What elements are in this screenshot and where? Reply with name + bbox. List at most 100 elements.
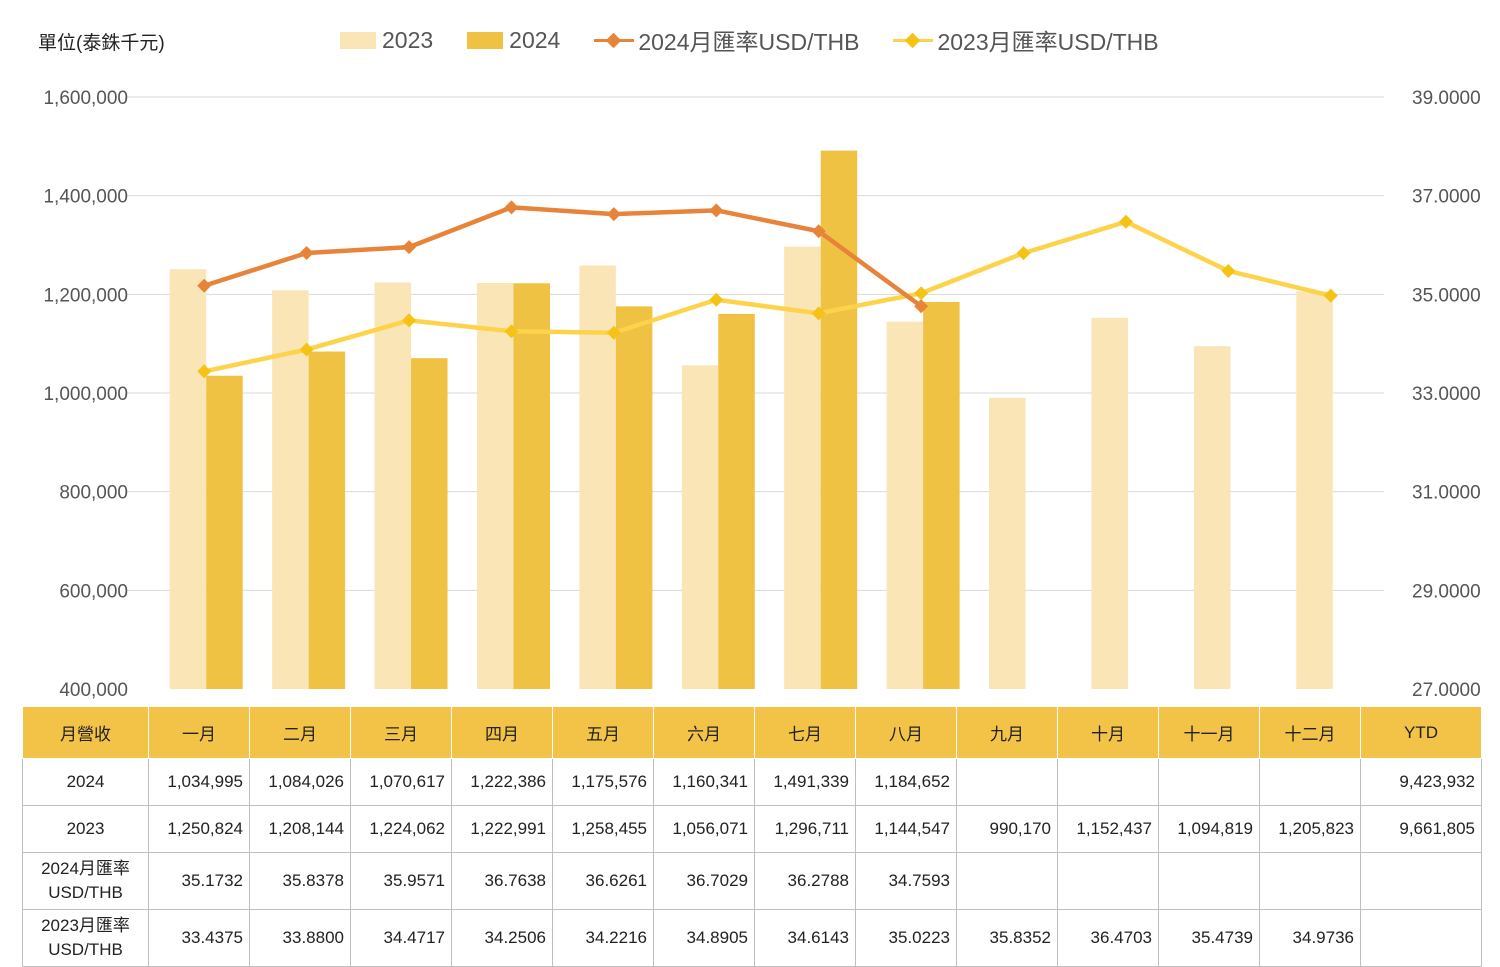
rate-2023-point	[1323, 288, 1338, 303]
bar-2023	[886, 321, 924, 689]
y-right-tick-label: 39.0000	[1412, 88, 1481, 109]
rate-2024-point	[504, 200, 519, 215]
table-cell: 1,205,823	[1259, 805, 1361, 853]
bar-2024	[615, 306, 653, 689]
table-month-header: 十月	[1057, 706, 1159, 759]
table-cell	[1158, 758, 1260, 806]
table-row-label: 2023月匯率 USD/THB	[22, 909, 149, 967]
table-month-header: 八月	[855, 706, 957, 759]
legend-label-2024: 2024	[509, 26, 561, 53]
table-cell: 36.7638	[451, 852, 553, 910]
table-cell: 1,034,995	[148, 758, 250, 806]
rate-2023-point	[1118, 214, 1133, 229]
bar-2023	[169, 269, 207, 689]
table-body: 2024 1,034,995 1,084,026 1,070,617 1,222,386…	[22, 758, 1482, 967]
table-cell: 1,250,824	[148, 805, 250, 853]
table-cell	[1057, 852, 1159, 910]
table-cell: 1,296,711	[754, 805, 856, 853]
table-row: 2024 1,034,995 1,084,026 1,070,617 1,222,386…	[22, 758, 1482, 806]
bar-2024	[206, 375, 243, 689]
y-right-tick-label: 35.0000	[1412, 285, 1481, 306]
table-cell: 1,258,455	[552, 805, 654, 853]
y-left-tick-label: 1,400,000	[43, 187, 128, 208]
legend-line-rate-2024	[594, 32, 635, 49]
rate-2023-point	[1221, 263, 1236, 278]
table-cell: 34.9736	[1259, 909, 1361, 967]
table-cell	[956, 852, 1058, 910]
table-cell: 1,224,062	[350, 805, 452, 853]
table-cell: 33.4375	[148, 909, 250, 967]
rate-2023-point	[606, 325, 621, 340]
legend-item-2023[interactable]: 2023	[340, 27, 433, 54]
rate-2024-point	[606, 207, 621, 222]
revenue-table: 月營收 一月 二月 三月 四月 五月 六月 七月 八月 九月 十月 十一月 十二月 YTD 2024 1,0…	[22, 706, 1482, 967]
table-cell: 1,144,547	[855, 805, 957, 853]
legend-swatch-2023	[340, 31, 376, 49]
table-cell: 34.2506	[451, 909, 553, 967]
y-right-tick-label: 29.0000	[1412, 581, 1481, 602]
table-month-header: 一月	[148, 706, 250, 759]
table-month-header: YTD	[1360, 706, 1482, 759]
rate-2024-point	[709, 203, 724, 218]
bar-2024	[308, 351, 346, 689]
bar-2023	[681, 365, 719, 689]
table-cell: 9,423,932	[1360, 758, 1482, 806]
table-cell: 36.7029	[653, 852, 755, 910]
bar-2023	[1193, 346, 1231, 689]
table-cell: 990,170	[956, 805, 1058, 853]
table-row-label: 2024	[22, 758, 149, 806]
rate-2024-point	[402, 240, 417, 255]
table-cell: 1,152,437	[1057, 805, 1159, 853]
legend-swatch-2024	[467, 31, 504, 49]
table-cell: 34.8905	[653, 909, 755, 967]
legend-line-rate-2023	[893, 32, 934, 49]
rate-2023-point	[402, 313, 417, 328]
table-cell: 1,184,652	[855, 758, 957, 806]
legend-label-rate-2024: 2024月匯率USD/THB	[638, 29, 860, 55]
legend-item-rate-2024[interactable]: 2024月匯率USD/THB	[594, 23, 859, 57]
legend-item-rate-2023[interactable]: 2023月匯率USD/THB	[893, 23, 1159, 57]
rate-2023-point	[914, 286, 929, 301]
y-left-tick-label: 400,000	[59, 680, 128, 701]
y-right-tick-label: 31.0000	[1412, 483, 1481, 504]
table-cell: 36.2788	[754, 852, 856, 910]
rate-2024-point	[197, 278, 212, 293]
bar-2024	[411, 358, 448, 689]
table-cell: 35.1732	[148, 852, 250, 910]
y-right-tick-label: 27.0000	[1412, 680, 1481, 701]
y-right-tick-label: 33.0000	[1412, 384, 1481, 405]
bar-2023	[1296, 291, 1333, 689]
table-month-header: 五月	[552, 706, 654, 759]
table-row: 2023 1,250,824 1,208,144 1,224,062 1,222,991…	[22, 805, 1482, 853]
table-cell: 1,070,617	[350, 758, 452, 806]
table-cell: 1,208,144	[249, 805, 351, 853]
rate-2023-line	[203, 219, 1332, 374]
table-cell	[1259, 758, 1361, 806]
table-corner-header: 月營收	[22, 706, 149, 759]
bar-2023	[579, 265, 616, 689]
table-cell: 1,491,339	[754, 758, 856, 806]
y-left-tick-label: 1,000,000	[43, 384, 128, 405]
table-month-header: 十二月	[1259, 706, 1361, 759]
bar-2024	[923, 301, 960, 689]
rate-2024-point	[914, 299, 929, 314]
table-cell	[1259, 852, 1361, 910]
table-cell: 35.8352	[956, 909, 1058, 967]
legend-item-2024[interactable]: 2024	[467, 27, 560, 54]
y-left-tick-label: 1,600,000	[43, 88, 128, 109]
legend-label-2023: 2023	[382, 26, 434, 53]
table-row-label: 2024月匯率 USD/THB	[22, 852, 149, 910]
table-cell: 35.8378	[249, 852, 351, 910]
table-month-header: 二月	[249, 706, 351, 759]
table-row: 2024月匯率 USD/THB 35.1732 35.8378 35.9571 36.76…	[22, 852, 1482, 910]
bar-2023	[1091, 317, 1128, 689]
table-cell: 1,094,819	[1158, 805, 1260, 853]
rate-2024-point	[299, 246, 314, 261]
table-cell: 34.2216	[552, 909, 654, 967]
rate-2023-point	[1016, 246, 1031, 261]
table-row-label: 2023	[22, 805, 149, 853]
table-cell: 36.4703	[1057, 909, 1159, 967]
table-cell: 34.7593	[855, 852, 957, 910]
rate-2024-point	[811, 224, 826, 239]
rate-2023-point	[299, 342, 314, 357]
